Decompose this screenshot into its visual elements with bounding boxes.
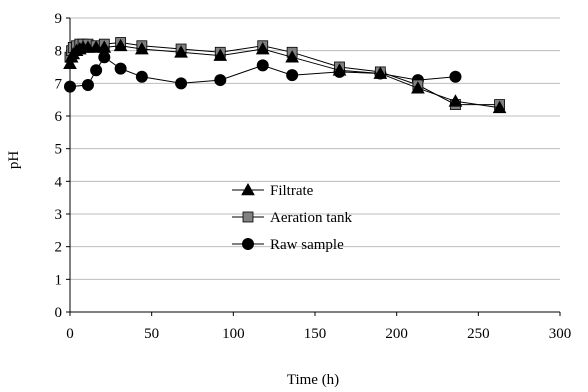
tick-labels: 0 1 2 3 4 5 6 7 8 9 0 50 100 150 200 250 300 [55, 11, 572, 342]
gridlines [70, 17, 560, 280]
data-point [98, 51, 111, 64]
data-point [114, 62, 127, 75]
y-tick-label: 6 [55, 109, 63, 125]
legend-marker [242, 211, 254, 223]
data-point [449, 70, 462, 83]
series-layer [63, 37, 507, 114]
data-point [286, 69, 299, 82]
data-point [90, 64, 103, 77]
data-point [63, 56, 77, 70]
x-tick-label: 50 [144, 326, 159, 342]
y-tick-label: 3 [55, 207, 63, 223]
data-point [81, 40, 95, 53]
legend-entry: Filtrate [232, 182, 314, 199]
data-point [213, 48, 228, 61]
data-point [332, 63, 347, 76]
x-axis-title: Time (h) [287, 372, 339, 388]
data-point [255, 42, 270, 55]
data-point [135, 70, 148, 83]
data-point [175, 77, 188, 90]
series-square [64, 37, 505, 110]
data-point [81, 78, 94, 91]
data-point [373, 66, 388, 79]
legend-entry: Raw sample [232, 237, 344, 253]
y-tick-label: 8 [55, 44, 63, 60]
data-point [448, 94, 463, 107]
y-tick-label: 5 [55, 142, 63, 158]
series-circle [64, 51, 462, 93]
x-tick-label: 300 [549, 326, 572, 342]
x-tick-label: 200 [385, 326, 408, 342]
legend-marker [241, 182, 255, 196]
data-point [89, 40, 103, 53]
x-tick-label: 250 [467, 326, 490, 342]
x-tick-label: 0 [66, 326, 74, 342]
data-point [492, 100, 507, 114]
series-line [69, 45, 500, 109]
x-tick-label: 100 [222, 326, 245, 342]
y-tick-label: 1 [55, 272, 63, 288]
data-point [411, 81, 425, 94]
y-tick-label: 0 [55, 305, 63, 321]
data-point [214, 74, 227, 87]
legend-label: Filtrate [270, 183, 314, 199]
legend-entry: Aeration tank [232, 210, 353, 226]
legend-label: Raw sample [270, 237, 344, 253]
data-point [64, 80, 76, 93]
y-tick-label: 9 [55, 11, 63, 27]
series-triangle [63, 38, 507, 114]
data-point [113, 38, 128, 52]
legend-label: Aeration tank [270, 210, 353, 226]
y-tick-label: 4 [55, 174, 63, 190]
x-tick-label: 150 [304, 326, 327, 342]
legend: Filtrate Aeration tank Raw sample [232, 182, 353, 253]
y-tick-label: 7 [55, 76, 63, 92]
data-point [135, 42, 149, 55]
data-point [256, 59, 269, 72]
data-point [97, 40, 112, 53]
legend-marker [242, 238, 254, 250]
y-axis-title: pH [6, 151, 22, 170]
data-point [285, 50, 299, 63]
data-point [174, 45, 188, 58]
y-tick-label: 2 [55, 240, 63, 256]
